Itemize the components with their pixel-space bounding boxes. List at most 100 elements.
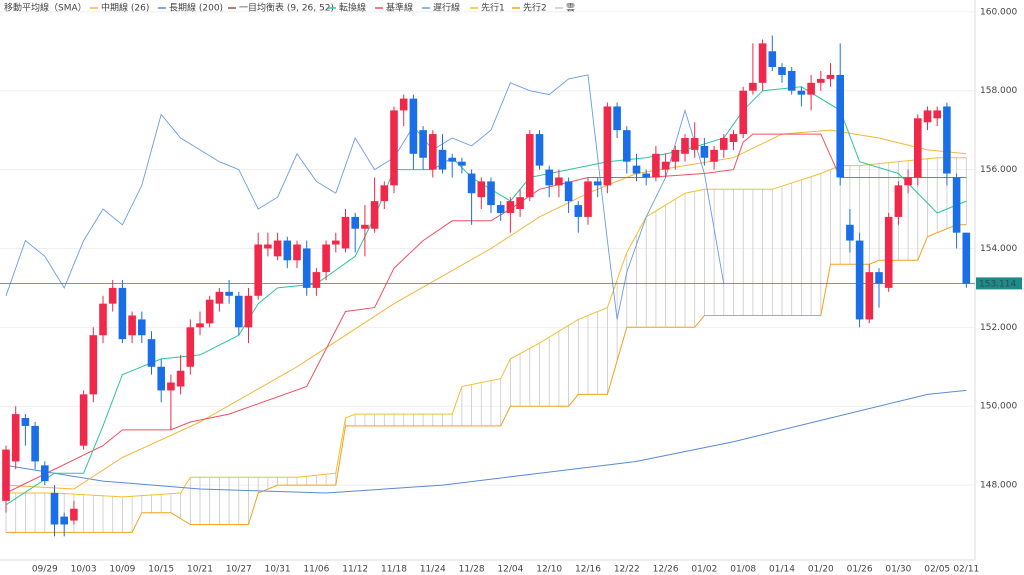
candle-body [555, 177, 563, 186]
last-price-box [976, 277, 1022, 290]
candle-body [264, 244, 272, 249]
candle-body [739, 90, 747, 135]
x-tick-label: 01/14 [769, 565, 795, 575]
x-tick-label: 10/15 [148, 565, 174, 575]
candle-body [341, 216, 350, 249]
candle-body [186, 327, 195, 367]
x-tick-label: 02/05 [924, 565, 950, 575]
y-tick-label: 152.000 [980, 323, 1017, 333]
candle-body [409, 98, 418, 154]
indicator-line [6, 224, 967, 533]
candle-body [817, 78, 825, 83]
candle-body [157, 366, 165, 391]
candle-body [128, 315, 136, 336]
candle-body [167, 382, 175, 391]
candle-body [50, 492, 59, 525]
candle-body [2, 449, 10, 501]
x-tick-label: 01/02 [691, 565, 717, 575]
candle-body [351, 216, 359, 229]
candle-body [41, 465, 49, 482]
legend-indicator-title: 一目均衡表 (9, 26, 52) [239, 2, 334, 14]
x-tick-label: 11/24 [420, 565, 446, 575]
candle-body [564, 181, 573, 202]
candle-body [390, 110, 398, 186]
candle-body [147, 339, 156, 367]
candle-body [545, 169, 553, 186]
candle-body [79, 394, 88, 446]
candle-body [118, 287, 127, 340]
indicator-line [6, 157, 967, 498]
candle-body [855, 240, 864, 320]
candle-body [254, 244, 262, 296]
x-tick-label: 09/29 [32, 565, 58, 575]
candle-body [235, 295, 243, 328]
candle-body [894, 185, 903, 217]
candle-body [865, 272, 874, 320]
candle-body [758, 43, 767, 83]
legend-label: 中期線 (26) [101, 2, 149, 14]
candle-body [293, 244, 301, 261]
candle-body [652, 153, 660, 178]
candle-body [807, 82, 815, 95]
x-tick-label: 12/10 [536, 565, 562, 575]
candle-body [458, 161, 466, 166]
candle-body [904, 177, 912, 186]
candle-body [623, 130, 631, 162]
y-tick-label: 156.000 [980, 165, 1017, 175]
candle-body [438, 149, 447, 170]
legend-label: 遅行線 [433, 2, 460, 14]
candle-body [952, 177, 961, 233]
candle-body [322, 244, 330, 273]
y-tick-label: 148.000 [980, 481, 1017, 491]
candle-body [690, 138, 699, 150]
candle-body [603, 106, 612, 186]
candle-body [584, 181, 592, 217]
candle-body [720, 138, 728, 150]
candle-body [11, 414, 20, 462]
y-tick-label: 150.000 [980, 402, 1017, 412]
candle-body [914, 118, 922, 178]
candle-body [370, 201, 379, 229]
candle-body [846, 224, 854, 241]
candle-body [419, 130, 427, 158]
candle-body [70, 508, 78, 521]
legend-label: 雲 [566, 3, 575, 14]
candle-body [31, 425, 39, 462]
candle-body [574, 205, 583, 217]
x-tick-label: 12/26 [653, 565, 679, 575]
candle-body [535, 134, 544, 166]
x-tick-label: 01/20 [808, 565, 834, 575]
legend-label: 基準線 [386, 2, 413, 14]
x-tick-label: 10/03 [71, 565, 97, 575]
x-tick-label: 01/30 [885, 565, 911, 575]
x-tick-label: 01/08 [730, 565, 756, 575]
x-tick-label: 01/26 [847, 565, 873, 575]
legend: 移動平均線（SMA） 中期線 (26) 長期線 (200) 一目均衡表 (9, 26,… [4, 2, 575, 14]
candle-body [632, 165, 641, 174]
candle-body [196, 323, 204, 328]
candle-body [138, 319, 146, 336]
candle-body [787, 70, 796, 91]
candle-body [108, 287, 117, 304]
candle-body [225, 291, 233, 296]
candle-body [671, 149, 680, 162]
indicator-line [5, 74, 725, 320]
candle-body [710, 149, 718, 162]
candle-body [836, 74, 844, 178]
candle-body [923, 110, 932, 123]
candle-body [361, 224, 369, 229]
candle-body [99, 303, 107, 336]
candle-body [283, 240, 292, 261]
candle-body [516, 197, 524, 210]
candle-body [60, 516, 68, 525]
x-tick-label: 11/18 [381, 565, 407, 575]
x-tick-label: 11/28 [459, 565, 485, 575]
x-tick-label: 10/27 [226, 565, 252, 575]
candle-body [506, 201, 515, 213]
candle-body [962, 232, 971, 284]
candle-body [380, 185, 389, 202]
candle-body [429, 134, 437, 170]
candle-body [477, 181, 486, 198]
candle-body [661, 161, 670, 170]
